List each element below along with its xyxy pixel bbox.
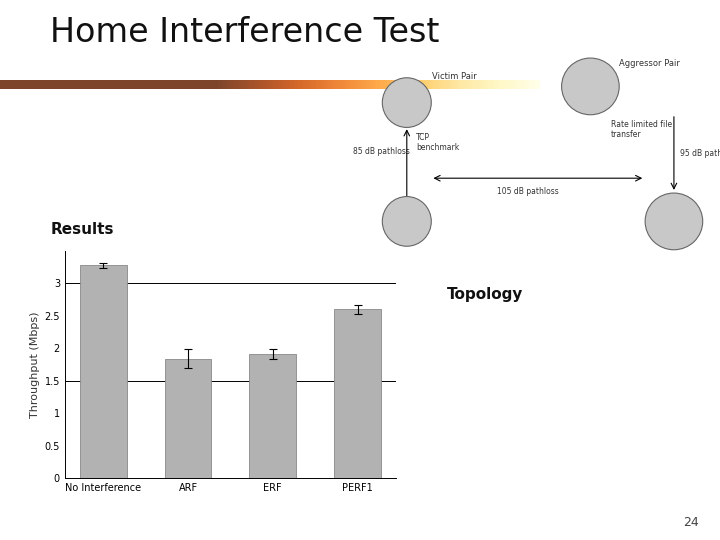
Text: Results: Results	[50, 222, 114, 237]
Bar	[334, 309, 381, 478]
Text: Victim Pair: Victim Pair	[432, 72, 477, 81]
Bar	[250, 354, 296, 478]
Text: Topology: Topology	[446, 287, 523, 302]
Text: 24: 24	[683, 516, 698, 529]
Text: 95 dB pathloss: 95 dB pathloss	[680, 150, 720, 158]
Bar	[80, 265, 127, 478]
Text: Home Interference Test: Home Interference Test	[50, 16, 440, 49]
Text: Rate limited file
transfer: Rate limited file transfer	[611, 120, 672, 139]
Text: 85 dB pathloss: 85 dB pathloss	[353, 147, 410, 156]
Text: TCP
benchmark: TCP benchmark	[416, 133, 459, 152]
Y-axis label: Throughput (Mbps): Throughput (Mbps)	[30, 311, 40, 418]
Text: 105 dB pathloss: 105 dB pathloss	[497, 187, 559, 196]
Text: Aggressor Pair: Aggressor Pair	[619, 59, 680, 68]
Bar	[165, 359, 211, 478]
